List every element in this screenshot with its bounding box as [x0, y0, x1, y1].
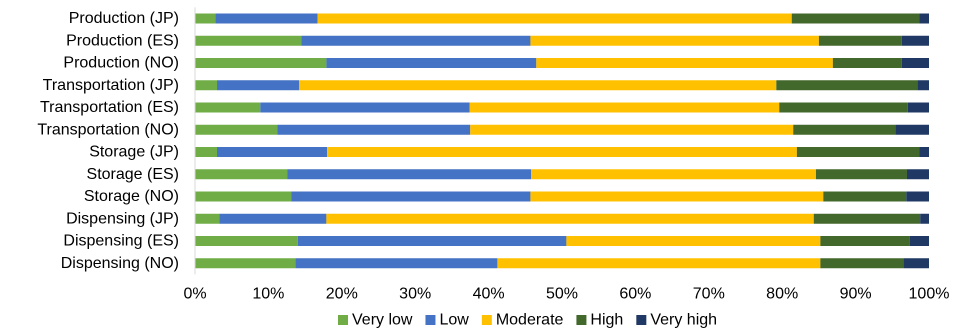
- bar-production-es-high: [818, 35, 902, 46]
- legend-swatch-high: [576, 315, 587, 325]
- bar-production-es-moderate: [530, 35, 819, 46]
- x-tick-label: 70%: [693, 286, 725, 303]
- bar-production-no-moderate: [536, 58, 833, 68]
- bar-dispensing-jp-very-high: [920, 213, 929, 224]
- bar-dispensing-jp-moderate: [326, 213, 814, 224]
- category-label: Transportation (NO): [37, 121, 179, 138]
- legend-label-low: Low: [439, 312, 469, 329]
- bar-dispensing-no-low: [295, 258, 498, 269]
- legend: Very low Low Moderate High Very high: [338, 312, 717, 329]
- bar-transportation-jp-very-low: [195, 80, 218, 91]
- bar-production-es-very-low: [195, 35, 302, 46]
- bars-group: [195, 13, 929, 269]
- bar-production-no-low: [326, 58, 537, 68]
- bar-dispensing-no-very-low: [195, 258, 296, 269]
- x-tick-label: 100%: [909, 286, 950, 303]
- bar-storage-no-low: [291, 191, 531, 202]
- bar-dispensing-es-very-low: [195, 236, 298, 246]
- bar-storage-no-high: [823, 191, 907, 202]
- bar-production-jp-high: [791, 13, 920, 24]
- x-tick-label: 40%: [473, 286, 505, 303]
- bar-storage-jp-very-low: [195, 147, 218, 157]
- bar-storage-jp-high: [796, 147, 920, 157]
- bar-storage-jp-low: [217, 147, 328, 157]
- bar-dispensing-no-high: [820, 258, 904, 269]
- category-label: Dispensing (JP): [66, 210, 179, 227]
- bar-dispensing-no-very-high: [903, 258, 929, 269]
- bar-storage-es-low: [287, 169, 532, 180]
- category-label: Dispensing (NO): [61, 255, 179, 272]
- bar-production-no-high: [832, 58, 902, 68]
- legend-swatch-moderate: [481, 315, 492, 325]
- bar-storage-es-moderate: [531, 169, 816, 180]
- x-tick-label: 10%: [252, 286, 284, 303]
- category-label: Production (NO): [63, 55, 179, 72]
- legend-swatch-low: [425, 315, 436, 325]
- x-axis-tick-labels: 0% 10% 20% 30% 40% 50% 60% 70% 80% 90% 100%: [183, 286, 949, 303]
- bar-production-es-low: [301, 35, 531, 46]
- bar-storage-no-very-high: [906, 191, 929, 202]
- x-tick-label: 90%: [840, 286, 872, 303]
- bar-dispensing-es-very-high: [909, 236, 929, 246]
- bar-transportation-jp-very-high: [917, 80, 929, 91]
- bar-storage-es-high: [815, 169, 907, 180]
- bar-transportation-no-very-low: [195, 124, 278, 135]
- bar-production-jp-low: [215, 13, 318, 24]
- bar-transportation-es-very-low: [195, 102, 261, 113]
- category-label: Transportation (JP): [43, 77, 179, 94]
- bar-transportation-no-high: [793, 124, 896, 135]
- bar-storage-es-very-high: [906, 169, 929, 180]
- bar-transportation-es-high: [779, 102, 908, 113]
- x-tick-label: 0%: [183, 286, 206, 303]
- category-label: Storage (NO): [84, 188, 179, 205]
- bar-transportation-no-moderate: [470, 124, 794, 135]
- bar-dispensing-es-high: [820, 236, 910, 246]
- bar-dispensing-jp-high: [813, 213, 921, 224]
- bar-transportation-no-very-high: [895, 124, 929, 135]
- bar-production-es-very-high: [901, 35, 929, 46]
- bar-storage-es-very-low: [195, 169, 288, 180]
- category-label: Transportation (ES): [40, 99, 179, 116]
- x-tick-label: 60%: [619, 286, 651, 303]
- bar-transportation-es-low: [260, 102, 470, 113]
- bar-storage-no-moderate: [530, 191, 824, 202]
- bar-dispensing-es-low: [297, 236, 567, 246]
- x-tick-label: 30%: [399, 286, 431, 303]
- bar-transportation-no-low: [277, 124, 471, 135]
- category-labels: Production (JP) Production (ES) Production…: [37, 10, 179, 272]
- category-label: Dispensing (ES): [63, 233, 179, 250]
- category-label: Production (JP): [69, 10, 179, 27]
- category-label: Storage (JP): [89, 144, 179, 161]
- legend-swatch-very-high: [636, 315, 647, 325]
- bar-production-no-very-high: [901, 58, 929, 68]
- legend-label-very-high: Very high: [650, 312, 717, 329]
- bar-dispensing-es-moderate: [566, 236, 821, 246]
- x-tick-label: 20%: [326, 286, 358, 303]
- bar-storage-jp-very-high: [919, 147, 929, 157]
- legend-label-very-low: Very low: [352, 312, 413, 329]
- legend-label-high: High: [590, 312, 623, 329]
- bar-dispensing-jp-very-low: [195, 213, 220, 224]
- bar-production-no-very-low: [195, 58, 327, 68]
- bar-transportation-jp-low: [217, 80, 300, 91]
- x-tick-label: 80%: [766, 286, 798, 303]
- legend-label-moderate: Moderate: [496, 312, 564, 329]
- category-label: Storage (ES): [87, 166, 179, 183]
- bar-production-jp-moderate: [317, 13, 792, 24]
- bar-production-jp-very-low: [195, 13, 216, 24]
- bar-transportation-es-very-high: [907, 102, 929, 113]
- bar-transportation-es-moderate: [469, 102, 780, 113]
- bar-production-jp-very-high: [919, 13, 929, 24]
- bar-storage-jp-moderate: [327, 147, 797, 157]
- category-label: Production (ES): [66, 32, 179, 49]
- x-tick-label: 50%: [546, 286, 578, 303]
- bar-dispensing-no-moderate: [497, 258, 821, 269]
- bar-transportation-jp-moderate: [299, 80, 777, 91]
- bar-transportation-jp-high: [776, 80, 918, 91]
- bar-storage-no-very-low: [195, 191, 292, 202]
- legend-swatch-very-low: [338, 315, 348, 325]
- bar-dispensing-jp-low: [219, 213, 327, 224]
